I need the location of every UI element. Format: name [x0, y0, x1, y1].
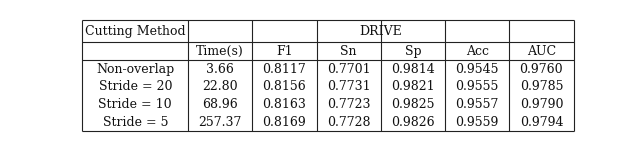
Text: 257.37: 257.37: [198, 116, 242, 129]
Text: 0.9790: 0.9790: [520, 98, 563, 111]
Text: 3.66: 3.66: [206, 63, 234, 76]
Text: Acc: Acc: [466, 45, 489, 58]
Text: Cutting Method: Cutting Method: [85, 25, 186, 38]
Text: 0.7728: 0.7728: [327, 116, 371, 129]
Text: 0.9814: 0.9814: [391, 63, 435, 76]
Text: 0.8169: 0.8169: [262, 116, 307, 129]
Text: 0.9794: 0.9794: [520, 116, 563, 129]
Text: 0.7701: 0.7701: [327, 63, 371, 76]
Text: 0.9826: 0.9826: [391, 116, 435, 129]
Text: 0.7731: 0.7731: [327, 80, 371, 93]
Text: 0.7723: 0.7723: [327, 98, 371, 111]
Text: 68.96: 68.96: [202, 98, 238, 111]
Text: 0.8117: 0.8117: [262, 63, 307, 76]
Text: DRIVE: DRIVE: [360, 25, 402, 38]
Text: 0.9557: 0.9557: [456, 98, 499, 111]
Text: 0.9559: 0.9559: [456, 116, 499, 129]
Text: AUC: AUC: [527, 45, 556, 58]
Text: 0.9760: 0.9760: [520, 63, 563, 76]
Text: 0.8163: 0.8163: [262, 98, 307, 111]
Text: 22.80: 22.80: [202, 80, 238, 93]
Text: Non-overlap: Non-overlap: [96, 63, 174, 76]
Text: Stride = 20: Stride = 20: [99, 80, 172, 93]
Text: Time(s): Time(s): [196, 45, 244, 58]
Text: 0.9825: 0.9825: [391, 98, 435, 111]
Text: 0.9555: 0.9555: [456, 80, 499, 93]
Text: 0.9785: 0.9785: [520, 80, 563, 93]
Text: Sp: Sp: [404, 45, 421, 58]
Text: Stride = 10: Stride = 10: [99, 98, 172, 111]
Text: Stride = 5: Stride = 5: [102, 116, 168, 129]
Text: Sn: Sn: [340, 45, 357, 58]
Text: 0.9545: 0.9545: [456, 63, 499, 76]
Text: F1: F1: [276, 45, 292, 58]
Text: 0.8156: 0.8156: [262, 80, 307, 93]
Text: 0.9821: 0.9821: [391, 80, 435, 93]
